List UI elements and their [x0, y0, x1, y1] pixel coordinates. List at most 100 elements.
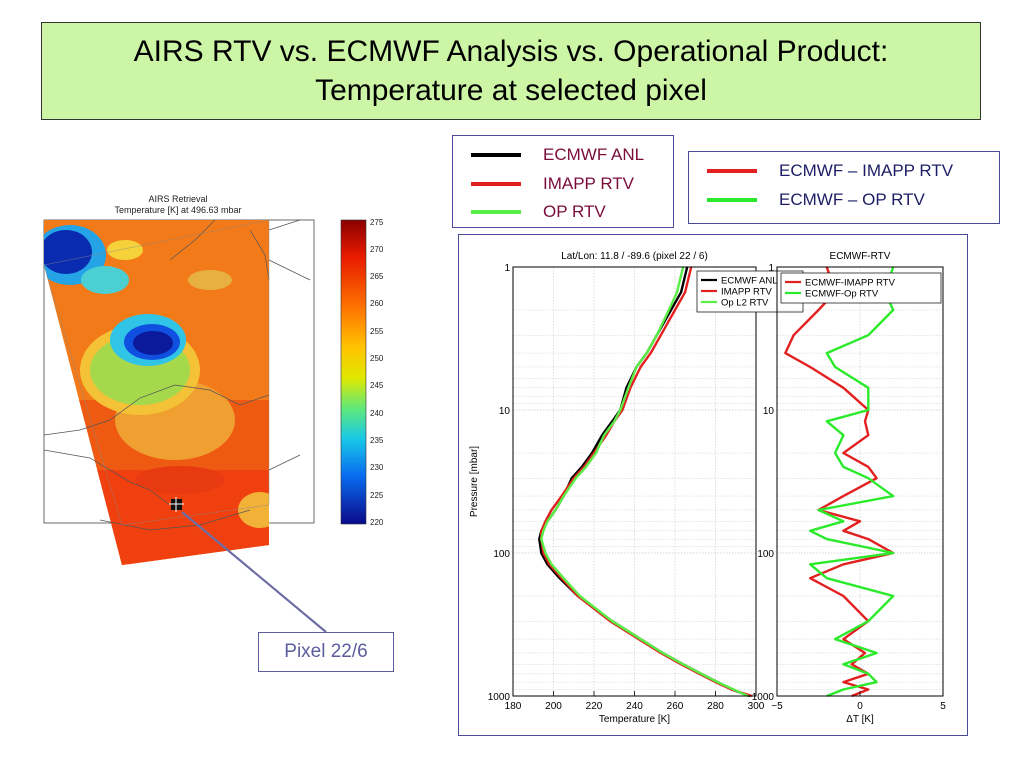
data-point [640, 366, 642, 368]
colorbar-tick-label: 245 [370, 381, 384, 390]
x-tick-label: 220 [586, 701, 603, 712]
chart-legend-label: Op L2 RTV [721, 298, 769, 309]
data-point [625, 387, 627, 389]
data-point [867, 387, 869, 389]
data-point [595, 452, 597, 454]
data-point [550, 563, 553, 565]
slide-title-line1: AIRS RTV vs. ECMWF Analysis vs. Operatio… [133, 35, 889, 68]
data-point [867, 673, 869, 675]
y-tick-label: 1 [768, 263, 774, 274]
y-axis-label: Pressure [mbar] [469, 446, 480, 517]
colorbar-tick-label: 220 [370, 518, 384, 527]
y-tick-label: 1000 [488, 692, 511, 703]
colorbar-tick-label: 250 [370, 354, 384, 363]
colorbar-tick-label: 275 [370, 218, 384, 227]
chart-title: ECMWF-RTV [830, 251, 891, 262]
chart-legend-label: ECMWF-IMAPP RTV [805, 278, 896, 289]
y-tick-label: 100 [757, 549, 774, 560]
data-point [842, 387, 844, 389]
data-point [809, 530, 811, 532]
data-point [826, 420, 828, 422]
data-point [680, 291, 682, 293]
data-point [733, 688, 735, 691]
data-point [676, 291, 678, 293]
data-point [826, 538, 828, 540]
x-tick-label: 0 [857, 701, 863, 712]
legend-label: ECMWF – OP RTV [779, 190, 925, 209]
data-point [817, 509, 820, 511]
data-point [540, 552, 542, 554]
x-tick-label: 5 [940, 701, 946, 712]
data-point [876, 652, 878, 654]
data-point [546, 520, 548, 522]
data-point [627, 387, 629, 389]
data-point [834, 452, 836, 454]
data-point [629, 387, 631, 389]
data-point [660, 334, 662, 336]
data-point [603, 434, 605, 436]
data-point [784, 352, 786, 354]
colorbar-tick-label: 225 [370, 491, 384, 500]
legend-label: OP RTV [543, 202, 606, 221]
series-line-0 [784, 266, 895, 698]
data-point [546, 563, 548, 565]
data-point [867, 434, 869, 436]
colorbar-tick-label: 240 [370, 409, 384, 418]
data-point [834, 366, 836, 368]
x-axis-label: Temperature [K] [599, 714, 670, 725]
data-point [662, 652, 664, 654]
data-point [859, 520, 861, 522]
data-point [571, 477, 573, 479]
slide-title: AIRS RTV vs. ECMWF Analysis vs. Operatio… [41, 22, 981, 120]
data-point [540, 530, 542, 532]
colorbar-tick-label: 235 [370, 436, 384, 445]
slide-title-line2: Temperature at selected pixel [315, 74, 707, 107]
data-point [611, 620, 613, 622]
data-point [842, 434, 844, 436]
colorbar-ticks: 275 270 265 260 255 250 245 240 235 230 … [370, 218, 384, 527]
x-tick-label: 300 [748, 701, 765, 712]
series-line-1 [809, 266, 895, 698]
colorbar-tick-label: 265 [370, 272, 384, 281]
chart-legend-box [780, 272, 942, 304]
data-point [716, 681, 719, 683]
legend-label: ECMWF – IMAPP RTV [779, 161, 954, 180]
data-point [700, 673, 702, 675]
pixel-marker [169, 497, 184, 512]
pixel-label-box: Pixel 22/6 [258, 632, 394, 672]
x-axis-label: ΔT [K] [846, 714, 874, 725]
data-point [579, 595, 581, 597]
data-point [605, 434, 607, 436]
main-legend: ECMWF ANL IMAPP RTV OP RTV [452, 135, 674, 228]
colorbar-tick-label: 260 [370, 299, 384, 308]
y-tick-label: 10 [499, 406, 511, 417]
data-point [544, 552, 546, 554]
data-point [809, 366, 811, 368]
data-point [892, 495, 894, 497]
data-point [684, 291, 686, 293]
data-point [563, 577, 565, 579]
data-point [892, 309, 894, 311]
data-point [619, 409, 621, 411]
data-point [842, 663, 844, 665]
data-point [867, 466, 869, 468]
chart-title: Lat/Lon: 11.8 / -89.6 (pixel 22 / 6) [561, 251, 708, 262]
data-point [601, 434, 603, 436]
x-tick-label: 180 [505, 701, 522, 712]
legend-label: IMAPP RTV [543, 174, 635, 193]
data-point [892, 552, 894, 554]
colorbar-tick-label: 230 [370, 463, 384, 472]
data-point [611, 420, 613, 422]
data-point [876, 681, 878, 683]
pixel-callout-arrow [181, 511, 327, 633]
legend-swatch [471, 182, 521, 186]
y-tick-label: 10 [763, 406, 775, 417]
data-point [554, 509, 557, 511]
data-point [842, 520, 844, 522]
chart-legend-label: ECMWF-Op RTV [805, 289, 879, 300]
legend-item-ecmwf-anl: ECMWF ANL [471, 145, 644, 165]
data-point [656, 334, 658, 336]
y-tick-label: 100 [493, 549, 510, 560]
data-point [646, 352, 648, 354]
data-point [842, 530, 844, 532]
